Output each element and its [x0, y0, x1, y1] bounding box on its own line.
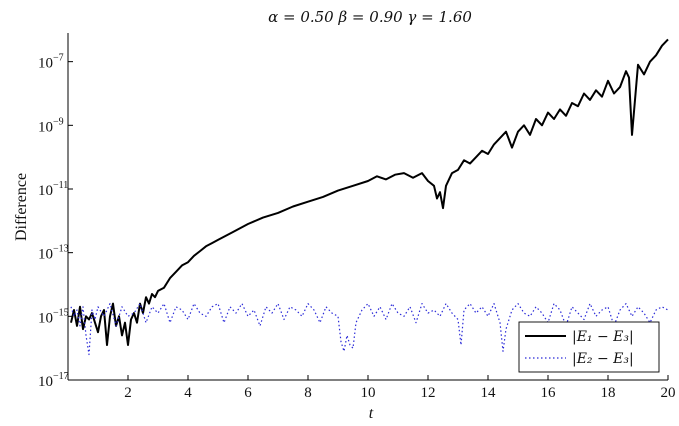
x-tick-label: 12 — [421, 385, 436, 401]
legend-label-series-1: |E₁ − E₃| — [572, 329, 634, 345]
x-ticks: 2 4 6 8 10 12 14 16 18 20 — [124, 375, 675, 401]
y-tick-exponent: −15 — [53, 307, 69, 318]
legend: |E₁ − E₃| |E₂ − E₃| — [519, 322, 659, 372]
y-tick-label: 10 — [38, 56, 53, 72]
legend-label-series-2: |E₂ − E₃| — [572, 351, 634, 367]
chart-title: α = 0.50 β = 0.90 γ = 1.60 — [268, 8, 472, 26]
y-tick-label: 10 — [38, 247, 53, 263]
y-tick-label: 10 — [38, 310, 53, 326]
x-tick-label: 14 — [481, 385, 497, 401]
x-tick-label: 6 — [244, 385, 252, 401]
y-tick-label: 10 — [38, 374, 53, 390]
x-tick-label: 8 — [304, 385, 312, 401]
y-axis-label: Difference — [13, 173, 30, 241]
y-tick-exponent: −9 — [53, 116, 64, 127]
x-tick-label: 4 — [184, 385, 192, 401]
series-line-1 — [71, 39, 668, 345]
y-tick-exponent: −13 — [53, 244, 69, 255]
y-tick-exponent: −17 — [53, 371, 69, 382]
y-tick-exponent: −11 — [53, 180, 68, 191]
x-axis-label: t — [369, 405, 374, 422]
x-tick-label: 20 — [661, 385, 676, 401]
x-tick-label: 16 — [541, 385, 557, 401]
x-tick-label: 2 — [124, 385, 132, 401]
y-tick-label: 10 — [38, 119, 53, 135]
x-tick-label: 10 — [361, 385, 376, 401]
y-tick-exponent: −7 — [53, 53, 64, 64]
x-tick-label: 18 — [601, 385, 616, 401]
series-layer — [71, 39, 668, 354]
y-tick-label: 10 — [38, 183, 53, 199]
